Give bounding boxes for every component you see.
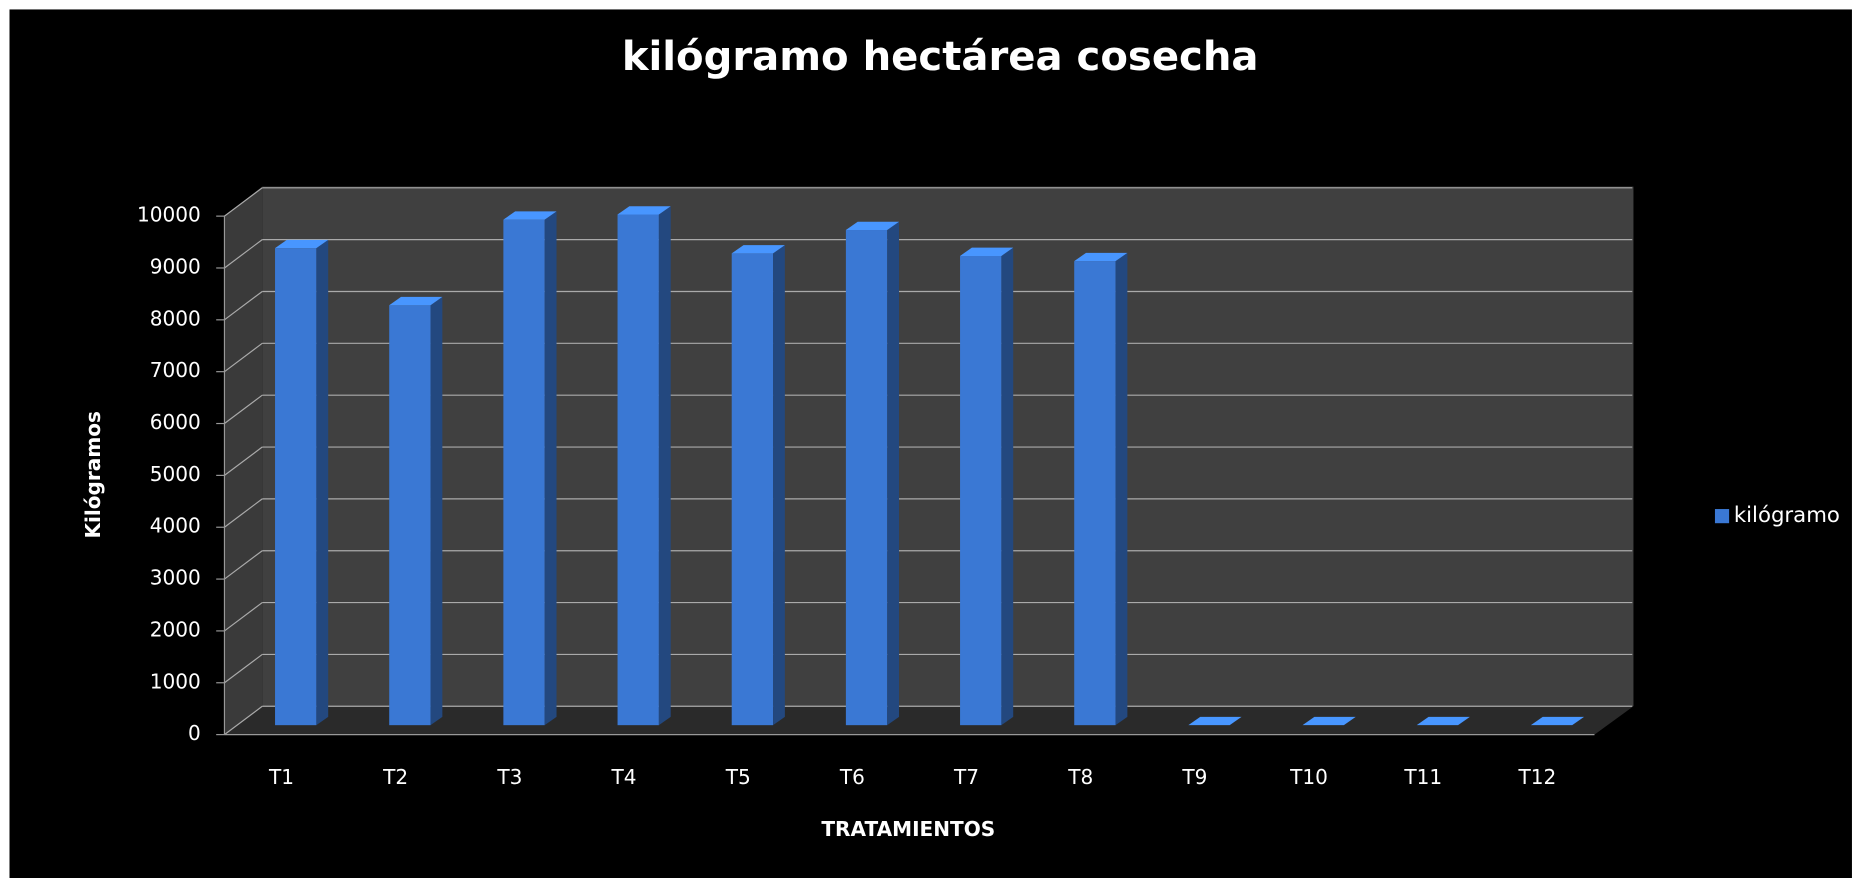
legend-label: kilógramo [1734, 503, 1840, 528]
bar-top [731, 245, 785, 254]
y-tick-label: 3000 [150, 566, 201, 590]
y-tick-label: 9000 [150, 254, 201, 278]
y-tick-label: 5000 [150, 462, 201, 486]
grid-line [224, 187, 263, 217]
bar-side [316, 239, 329, 726]
grid-line [224, 291, 263, 321]
bar-front [389, 305, 431, 726]
bar-top [617, 206, 671, 215]
floor [224, 706, 1634, 735]
bar-side [887, 221, 900, 726]
bars [275, 206, 1585, 726]
bar-front [503, 219, 545, 726]
bar-top [389, 296, 443, 306]
grid-line [224, 239, 263, 269]
bar [617, 206, 671, 726]
grid: 0 1000 2000 3000 4000 5000 6000 7000 8000 9000 100… [137, 187, 1633, 789]
bar-side [1001, 247, 1014, 726]
bar-top [1530, 716, 1585, 726]
y-tick-label: 6000 [150, 410, 201, 434]
grid-line [224, 394, 263, 425]
bar [845, 221, 900, 726]
x-tick-label: T6 [839, 765, 865, 789]
grid-line [224, 705, 263, 736]
grid-line [224, 342, 263, 373]
bar [960, 247, 1014, 726]
bar-top [1416, 716, 1470, 726]
bar-top [1302, 716, 1356, 726]
x-tick-label: T5 [725, 765, 751, 789]
grid-line [224, 498, 263, 528]
grid-line [224, 446, 263, 476]
y-tick-label: 1000 [150, 669, 201, 693]
bar-top [275, 239, 329, 249]
bar-front [845, 230, 888, 726]
bar-top [503, 211, 557, 220]
bar-side [544, 211, 557, 726]
bar [1530, 716, 1585, 726]
bar-side [658, 206, 671, 726]
x-tick-label: T12 [1517, 765, 1556, 789]
x-tick-label: T7 [953, 765, 979, 789]
bar [1302, 716, 1356, 726]
bar-side [1115, 252, 1128, 726]
x-tick-label: T10 [1289, 765, 1328, 789]
x-tick-label: T9 [1181, 765, 1207, 789]
bar-top [960, 247, 1014, 256]
x-tick-label: T2 [382, 765, 408, 789]
x-axis-label: TRATAMIENTOS [821, 817, 995, 841]
bar-front [731, 253, 774, 726]
bar-front [960, 255, 1002, 726]
grid-line [224, 653, 263, 684]
x-tick-label: T11 [1403, 765, 1442, 789]
y-tick-label: 10000 [137, 203, 201, 227]
y-tick-label: 0 [188, 721, 201, 745]
x-tick-label: T3 [496, 765, 522, 789]
bar [1188, 716, 1242, 726]
bar [275, 239, 329, 726]
y-tick-label: 2000 [150, 617, 201, 641]
y-tick-label: 4000 [150, 514, 201, 538]
x-tick-label: T4 [611, 765, 637, 789]
y-axis-label: Kilógramos [81, 411, 105, 539]
bar-front [1074, 261, 1116, 726]
bar [731, 245, 785, 726]
bar-front [617, 214, 659, 726]
grid-line [224, 550, 263, 580]
bar-side [430, 296, 443, 726]
chart-title: kilógramo hectárea cosecha [622, 34, 1259, 80]
bar-top [1188, 716, 1242, 726]
bar [1416, 716, 1470, 726]
grid-line [224, 602, 263, 632]
x-tick-label: T8 [1067, 765, 1093, 789]
bar [389, 296, 443, 726]
y-tick-label: 7000 [150, 358, 201, 382]
bar-top [845, 221, 900, 231]
legend-swatch [1714, 509, 1730, 524]
bar [503, 211, 557, 726]
bar-side [773, 245, 785, 726]
bar-top [1074, 252, 1128, 262]
y-tick-label: 8000 [150, 306, 201, 330]
x-tick-label: T1 [268, 765, 294, 789]
bar [1074, 252, 1128, 726]
bar-front [275, 248, 317, 726]
